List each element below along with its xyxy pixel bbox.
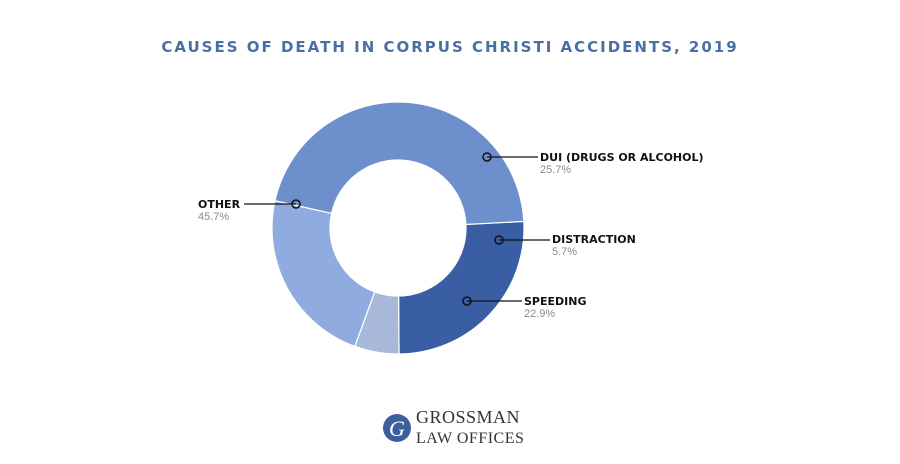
slice-label: SPEEDING — [524, 295, 586, 308]
slice-percentage: 22.9% — [524, 308, 555, 320]
slice-label: OTHER — [198, 198, 241, 211]
slice-dui-drugs-or-alcohol — [397, 220, 525, 355]
logo-line-1: GROSSMAN — [416, 407, 520, 427]
logo-initial: G — [389, 416, 405, 441]
chart-title: CAUSES OF DEATH IN CORPUS CHRISTI ACCIDE… — [161, 38, 738, 56]
logo-line-2: LAW OFFICES — [416, 430, 524, 447]
leader-dot — [291, 199, 301, 209]
slice-percentage: 45.7% — [198, 211, 229, 223]
slice-percentage: 5.7% — [552, 246, 577, 258]
slice-other — [274, 101, 525, 226]
donut-slices — [271, 101, 525, 355]
leader-dot — [482, 152, 492, 162]
grossman-logo: G GROSSMAN LAW OFFICES — [383, 407, 524, 447]
leader-dot — [494, 235, 504, 245]
leader-dot — [462, 296, 472, 306]
slice-label: DISTRACTION — [552, 233, 636, 246]
logo-emblem — [383, 414, 411, 442]
slice-speeding — [271, 200, 376, 348]
slice-percentage: 25.7% — [540, 164, 571, 176]
slice-label: DUI (DRUGS OR ALCOHOL) — [540, 151, 704, 164]
slice-labels: DUI (DRUGS OR ALCOHOL)25.7% DISTRACTION5.… — [198, 151, 704, 320]
